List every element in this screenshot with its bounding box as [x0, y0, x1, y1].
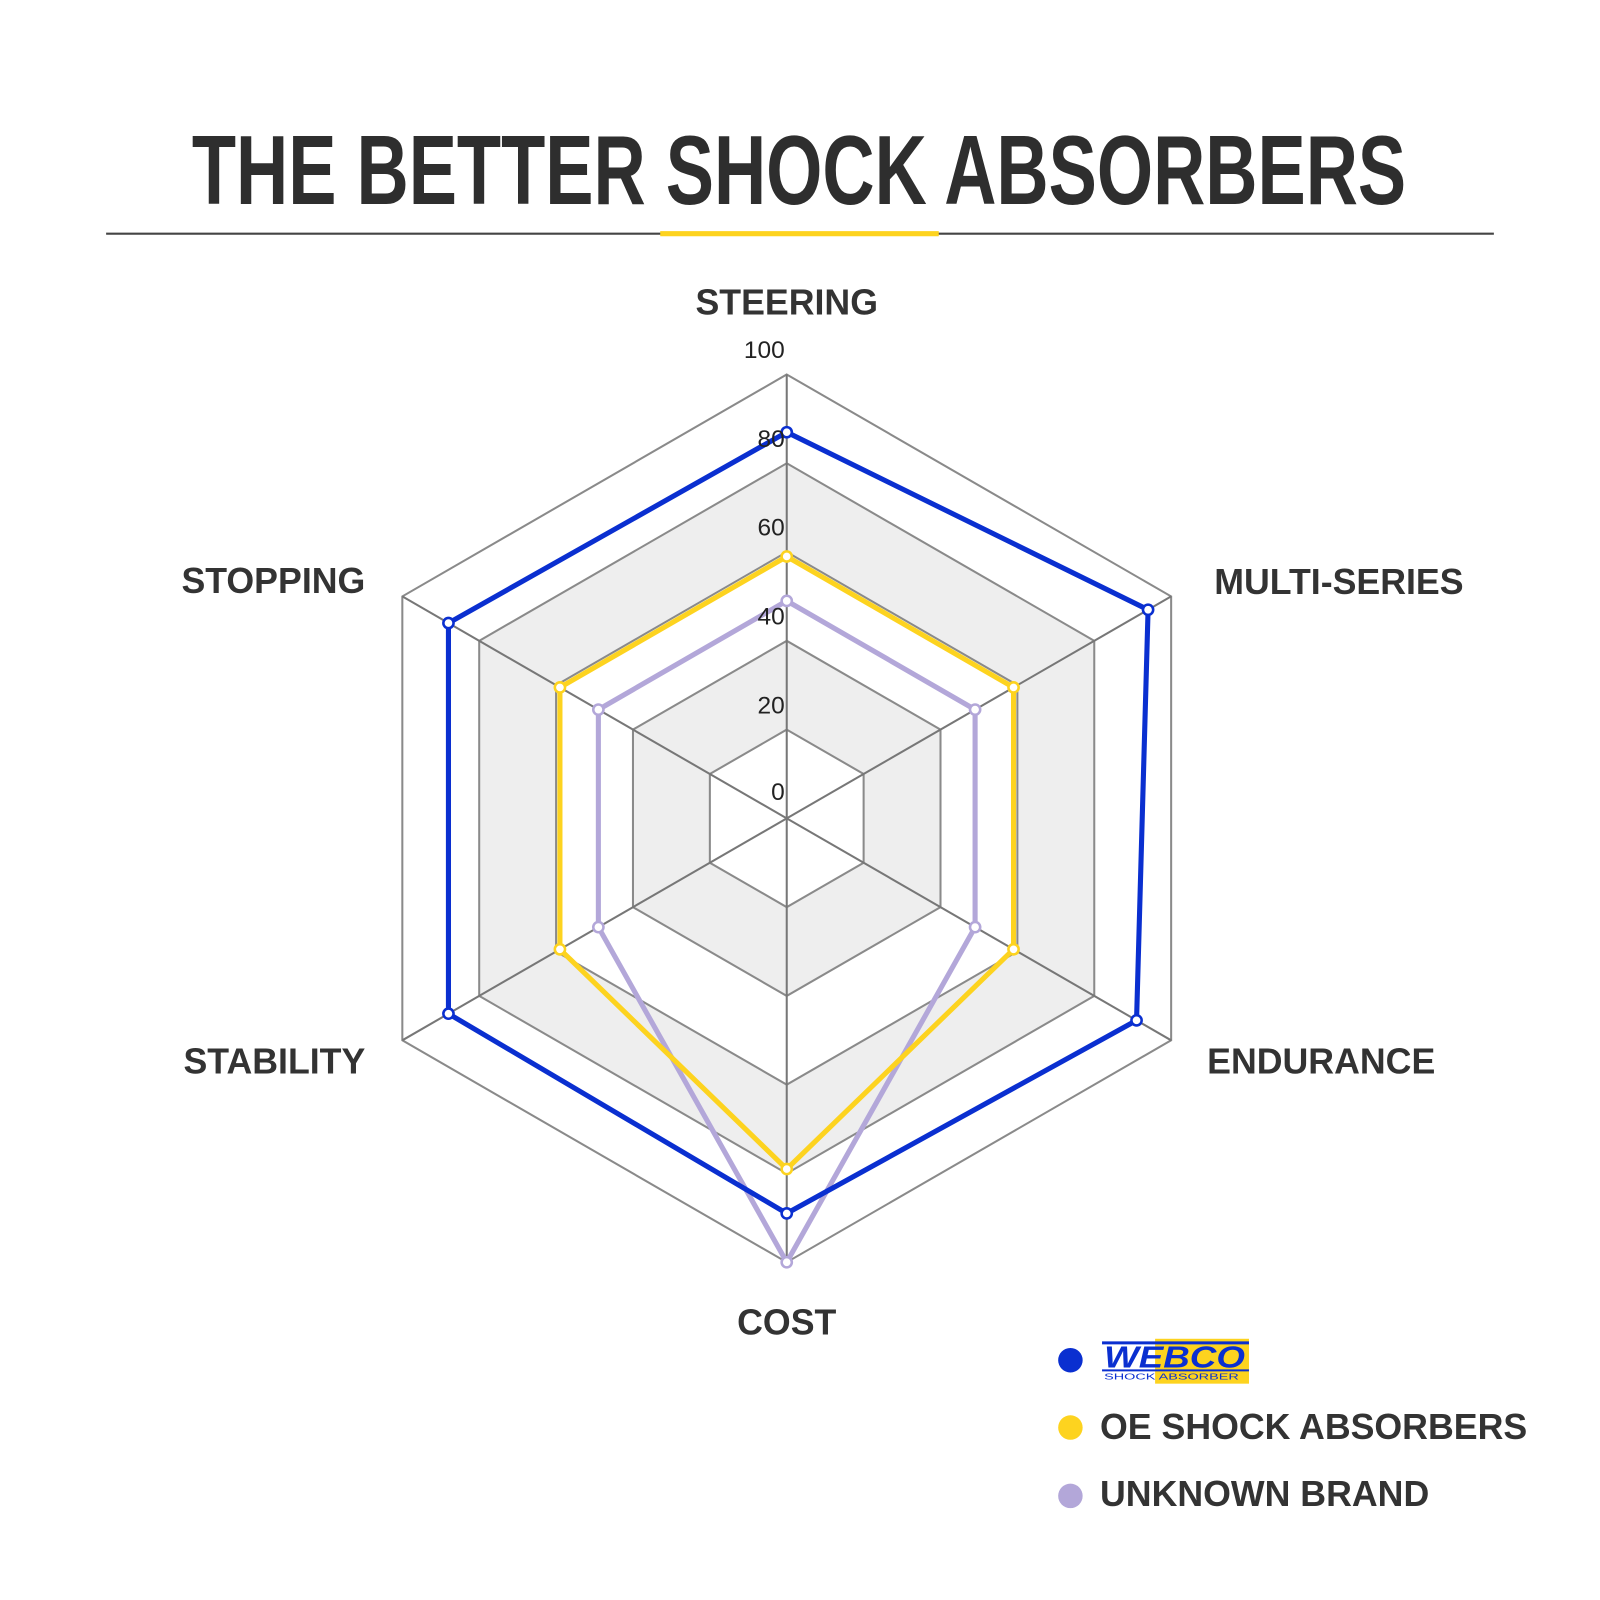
data-point: [442, 616, 455, 630]
tick-label: 40: [757, 603, 784, 630]
data-point: [1130, 1013, 1143, 1027]
data-point: [591, 703, 605, 716]
data-point: [780, 1255, 794, 1269]
svg-text:SHOCK ABSORBER: SHOCK ABSORBER: [1104, 1373, 1239, 1382]
data-point: [442, 1007, 455, 1021]
tick-label: 100: [744, 337, 785, 364]
legend-marker-webco: [1058, 1347, 1083, 1373]
legend: WEBCO SHOCK ABSORBER OE SHOCK ABSORBERS …: [1058, 1338, 1527, 1514]
axis-label-steering: STEERING: [695, 282, 878, 322]
data-point: [591, 920, 605, 934]
svg-text:WEBCO: WEBCO: [1104, 1340, 1245, 1374]
legend-marker-oe: [1058, 1415, 1083, 1440]
data-point: [1141, 603, 1155, 617]
data-point: [968, 920, 982, 934]
data-point: [780, 1162, 794, 1176]
chart-title: THE BETTER SHOCK ABSORBERS: [192, 115, 1406, 225]
data-point: [1007, 942, 1020, 956]
tick-label: 60: [757, 515, 784, 542]
data-point: [553, 942, 567, 956]
data-point: [1007, 681, 1020, 694]
tick-label: 0: [771, 779, 785, 806]
axis-label-stability: STABILITY: [183, 1041, 365, 1081]
data-point: [780, 425, 794, 439]
legend-marker-unknown: [1058, 1483, 1083, 1509]
data-point: [780, 550, 794, 563]
legend-label-unknown: UNKNOWN BRAND: [1100, 1474, 1429, 1514]
axis-label-multi-series: MULTI-SERIES: [1214, 562, 1463, 602]
axis-label-endurance: ENDURANCE: [1207, 1041, 1435, 1081]
series-0: [442, 425, 1155, 1220]
data-point: [968, 703, 982, 716]
axis-label-stopping: STOPPING: [181, 561, 365, 601]
series-1: [553, 550, 1020, 1176]
legend-label-oe: OE SHOCK ABSORBERS: [1100, 1407, 1527, 1447]
data-point: [780, 1207, 794, 1220]
tick-label: 80: [757, 426, 784, 453]
data-point: [780, 594, 794, 608]
series-2: [591, 594, 982, 1269]
webco-logo: WEBCO SHOCK ABSORBER: [1102, 1338, 1249, 1384]
axis-label-cost: COST: [737, 1303, 836, 1343]
data-point: [553, 681, 567, 694]
tick-label: 20: [757, 692, 784, 719]
